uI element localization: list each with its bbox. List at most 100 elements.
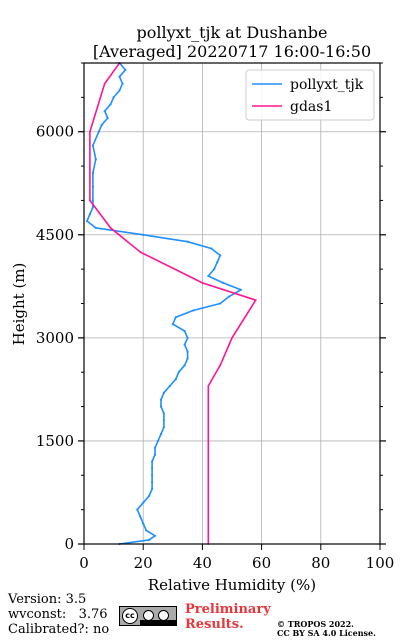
gdas1-point (109, 227, 112, 229)
pollyxt-tjk-point (186, 240, 189, 243)
pollyxt-tjk-point (118, 89, 121, 92)
pollyxt-tjk-point (124, 68, 127, 71)
pollyxt-tjk-point (91, 171, 94, 174)
pollyxt-tjk-point (219, 254, 222, 257)
version-text: Version: 3.5 (8, 592, 87, 607)
gdas1-point (139, 251, 142, 253)
pollyxt-tjk-point (174, 378, 177, 381)
pollyxt-tjk-point (227, 295, 231, 298)
pollyxt-tjk-point (85, 219, 89, 223)
pollyxt-tjk-point (159, 398, 163, 401)
pollyxt-tjk-point (159, 405, 163, 408)
pollyxt-tjk-point (159, 433, 163, 436)
pollyxt-tjk-point (153, 453, 157, 456)
pollyxt-tjk-point (109, 103, 112, 106)
pollyxt-tjk-point (139, 515, 142, 518)
pollyxt-tjk-point (186, 350, 189, 353)
gdas1-point (89, 199, 91, 202)
pollyxt-tjk-point (91, 185, 94, 188)
pollyxt-tjk-point (151, 481, 154, 484)
license-text: © TROPOS 2022. CC BY SA 4.0 License. (277, 620, 376, 638)
pollyxt-tjk-point (207, 274, 210, 278)
gdas1-point (231, 337, 233, 339)
chart-subtitle: [Averaged] 20220717 16:00-16:50 (93, 42, 371, 61)
legend-label-pollyxt: pollyxt_tjk (290, 77, 364, 93)
x-tick-label: 0 (79, 554, 89, 572)
x-tick-label: 100 (366, 554, 395, 572)
pollyxt-tjk-point (94, 226, 97, 229)
gdas1-point (219, 364, 222, 367)
y-tick-label: 0 (64, 535, 74, 553)
series-layer (85, 61, 257, 546)
pollyxt-tjk-point (112, 96, 115, 99)
pollyxt-tjk-point (168, 384, 171, 388)
pollyxt-tjk-point (94, 158, 97, 161)
pollyxt-tjk-point (88, 213, 91, 216)
pollyxt-tjk-point (156, 439, 160, 442)
y-tick-label: 4500 (36, 226, 74, 244)
pollyxt-tjk-point (97, 130, 100, 133)
legend: pollyxt_tjk gdas1 (245, 69, 375, 121)
pollyxt-tjk-point (151, 460, 154, 463)
pollyxt-tjk-point (171, 323, 174, 326)
pollyxt-tjk-line (86, 62, 242, 545)
axis-ticks: 0 20 40 60 80 100 0 1500 3000 4500 6000 (36, 62, 395, 572)
grid-lines (83, 63, 381, 545)
pollyxt-tjk-point (174, 316, 177, 319)
x-axis-label: Relative Humidity (%) (148, 576, 316, 594)
pollyxt-tjk-point (162, 426, 165, 429)
pollyxt-tjk-point (213, 268, 216, 271)
pollyxt-tjk-point (216, 261, 219, 264)
pollyxt-tjk-point (219, 302, 222, 305)
calibrated-text: Calibrated?: no (8, 622, 110, 637)
pollyxt-tjk-point (162, 391, 165, 394)
cc-license-badge: cc (119, 606, 177, 626)
y-tick-label: 1500 (36, 432, 74, 450)
pollyxt-tjk-point (91, 206, 94, 209)
rh-profile-chart: 0 20 40 60 80 100 0 1500 3000 4500 6000 pollyxt_tj… (10, 23, 395, 594)
gdas1-line (89, 62, 257, 544)
x-tick-label: 80 (311, 554, 330, 572)
x-tick-label: 20 (134, 554, 153, 572)
pollyxt-tjk-point (91, 144, 94, 147)
chart-title: pollyxt_tjk at Dushanbe (136, 23, 327, 42)
pollyxt-tjk-point (186, 357, 189, 360)
x-tick-label: 40 (193, 554, 212, 572)
pollyxt-tjk-point (151, 467, 154, 470)
pollyxt-tjk-point (151, 474, 154, 477)
pollyxt-tjk-point (162, 412, 165, 415)
pollyxt-tjk-point (210, 247, 213, 250)
pollyxt-tjk-point (136, 508, 139, 511)
legend-box (245, 69, 375, 121)
pollyxt-tjk-point (183, 329, 186, 333)
gdas1-points (89, 62, 257, 545)
pollyxt-tjk-point (222, 281, 225, 284)
pollyxt-tjk-point (183, 343, 186, 346)
pollyxt-tjk-point (239, 288, 242, 291)
pollyxt-tjk-point (151, 487, 154, 491)
cc-logo: cc (122, 608, 138, 624)
plot-frame (83, 62, 381, 545)
preliminary-line-1: Preliminary (185, 602, 271, 617)
pollyxt-tjk-point (106, 116, 109, 120)
license-line: CC BY SA 4.0 License. (277, 628, 376, 638)
preliminary-results-text: Preliminary Results. (185, 602, 271, 632)
pollyxt-tjk-point (153, 534, 157, 537)
y-tick-label: 6000 (36, 123, 74, 141)
gdas1-point (89, 130, 91, 133)
gdas1-point (207, 385, 210, 387)
wvconst-text: wvconst: 3.76 (8, 607, 108, 622)
pollyxt-tjk-point (148, 538, 151, 542)
badge-strip (140, 620, 176, 625)
y-axis-label: Height (m) (10, 263, 28, 346)
pollyxt-tjk-point (145, 529, 148, 532)
preliminary-line-2: Results. (185, 617, 244, 632)
pollyxt-tjk-point (100, 123, 103, 126)
copyright-line: © TROPOS 2022. (277, 619, 354, 629)
gdas1-point (201, 282, 204, 284)
pollyxt-tjk-point (183, 364, 186, 367)
pollyxt-tjk-point (121, 82, 124, 85)
legend-label-gdas1: gdas1 (290, 99, 332, 115)
pollyxt-tjk-point (118, 75, 121, 78)
gdas1-point (254, 299, 257, 301)
